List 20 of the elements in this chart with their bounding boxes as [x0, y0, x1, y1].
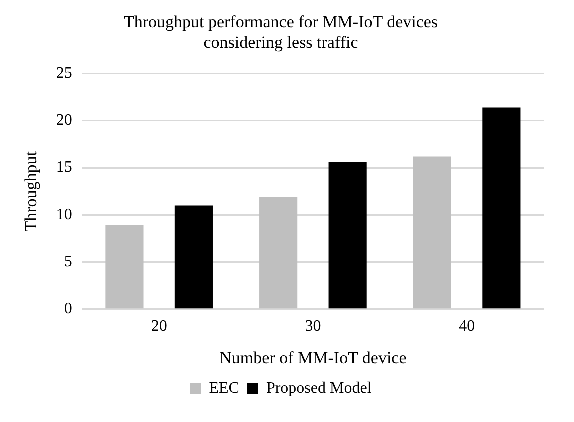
y-tick-label: 5 — [64, 253, 72, 270]
legend-label: EEC — [209, 380, 240, 398]
bar — [260, 197, 298, 309]
x-axis-title: Number of MM-IoT device — [220, 348, 407, 368]
y-tick-label: 15 — [56, 159, 72, 176]
y-tick-label: 0 — [64, 300, 72, 318]
y-tick-label: 10 — [56, 206, 72, 224]
bar — [328, 162, 367, 309]
y-tick-label: 25 — [56, 65, 72, 82]
x-tick-label: 30 — [305, 318, 322, 336]
chart-title: Throughput performance for MM-IoT devices considering less traffic — [124, 12, 438, 52]
x-tick-label: 20 — [151, 318, 168, 336]
bar — [413, 156, 452, 309]
bar — [106, 226, 144, 309]
y-tick-label: 20 — [56, 112, 72, 130]
legend-label: Proposed Model — [266, 380, 372, 398]
x-tick-label: 40 — [459, 318, 476, 336]
bar — [482, 108, 521, 309]
y-axis-title: Throughput — [22, 151, 41, 232]
bar — [174, 206, 213, 309]
